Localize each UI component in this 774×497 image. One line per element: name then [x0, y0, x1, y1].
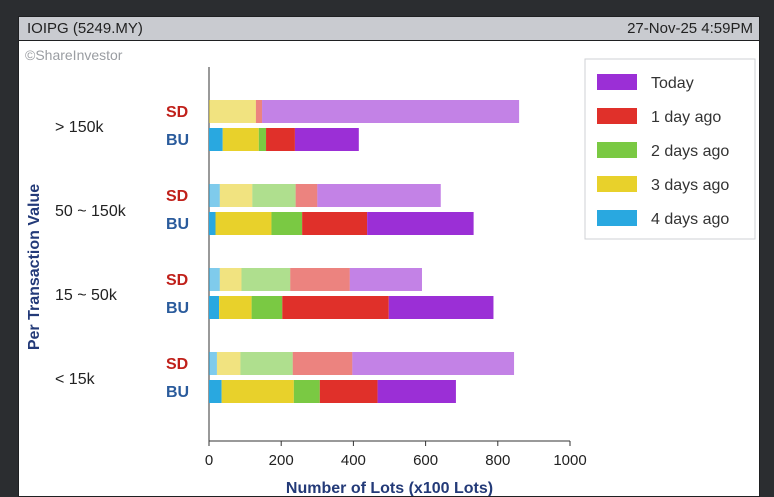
bar-sd-3-days-ago-15-50k — [219, 268, 242, 291]
bar-bu-today-150k — [294, 128, 359, 151]
bar-bu-1-day-ago-15k — [319, 380, 378, 403]
x-tick-label: 0 — [205, 452, 213, 469]
bar-bu-4-days-ago-15-50k — [209, 296, 220, 319]
bu-label: BU — [166, 216, 189, 233]
bar-sd-today-15k — [352, 352, 515, 375]
x-axis-title: Number of Lots (x100 Lots) — [286, 480, 493, 496]
x-tick-label: 400 — [341, 452, 366, 469]
bar-bu-2-days-ago-150k — [258, 128, 267, 151]
bar-sd-today-15-50k — [349, 268, 422, 291]
bar-sd-2-days-ago-15-50k — [241, 268, 291, 291]
x-tick-label: 200 — [269, 452, 294, 469]
x-tick-label: 800 — [485, 452, 510, 469]
bar-sd-today-150k — [262, 100, 520, 123]
bar-sd-1-day-ago-150k — [255, 100, 263, 123]
bar-bu-1-day-ago-15-50k — [282, 296, 389, 319]
legend-swatch-2-days-ago — [597, 142, 637, 158]
bar-bu-today-15k — [377, 380, 456, 403]
bar-bu-1-day-ago-50-150k — [302, 212, 368, 235]
bar-bu-today-15-50k — [388, 296, 494, 319]
bar-sd-4-days-ago-15-50k — [209, 268, 220, 291]
legend-swatch-1-day-ago — [597, 108, 637, 124]
x-tick-label: 1000 — [553, 452, 586, 469]
sd-label: SD — [166, 188, 188, 205]
legend-label-4-days-ago: 4 days ago — [651, 211, 729, 228]
sd-label: SD — [166, 356, 188, 373]
bu-label: BU — [166, 384, 189, 401]
y-axis-title: Per Transaction Value — [26, 184, 43, 350]
legend-label-today: Today — [651, 75, 694, 92]
bar-sd-3-days-ago-15k — [216, 352, 241, 375]
legend-label-2-days-ago: 2 days ago — [651, 143, 729, 160]
bar-sd-1-day-ago-50-150k — [295, 184, 318, 207]
title-bar: IOIPG (5249.MY) 27-Nov-25 4:59PM — [19, 17, 759, 41]
legend-label-3-days-ago: 3 days ago — [651, 177, 729, 194]
bar-sd-1-day-ago-15-50k — [290, 268, 350, 291]
bar-sd-1-day-ago-15k — [292, 352, 353, 375]
category-label-150k: > 150k — [55, 119, 104, 136]
bar-bu-4-days-ago-150k — [209, 128, 223, 151]
watermark: ©ShareInvestor — [25, 47, 123, 63]
bu-label: BU — [166, 132, 189, 149]
bar-bu-3-days-ago-50-150k — [215, 212, 272, 235]
bar-sd-4-days-ago-50-150k — [209, 184, 220, 207]
bar-bu-4-days-ago-15k — [209, 380, 222, 403]
legend-swatch-today — [597, 74, 637, 90]
legend-swatch-4-days-ago — [597, 210, 637, 226]
bar-bu-2-days-ago-50-150k — [271, 212, 303, 235]
x-tick-label: 600 — [413, 452, 438, 469]
bar-sd-2-days-ago-50-150k — [252, 184, 296, 207]
sd-label: SD — [166, 272, 188, 289]
bar-sd-3-days-ago-150k — [209, 100, 256, 123]
category-label-15-50k: 15 ~ 50k — [55, 287, 118, 304]
bar-bu-2-days-ago-15k — [293, 380, 320, 403]
bar-sd-2-days-ago-15k — [240, 352, 293, 375]
bar-bu-1-day-ago-150k — [266, 128, 295, 151]
category-label-50-150k: 50 ~ 150k — [55, 203, 127, 220]
legend-label-1-day-ago: 1 day ago — [651, 109, 721, 126]
timestamp-label: 27-Nov-25 4:59PM — [627, 20, 753, 37]
bar-bu-2-days-ago-15-50k — [251, 296, 283, 319]
bar-bu-3-days-ago-15-50k — [219, 296, 252, 319]
bar-chart: 0 200 400 600 800 1000 Number of Lots (x100 Lo… — [26, 58, 756, 496]
bar-bu-4-days-ago-50-150k — [209, 212, 216, 235]
bar-bu-today-50-150k — [367, 212, 474, 235]
chart-frame: IOIPG (5249.MY) 27-Nov-25 4:59PM ©ShareI… — [18, 16, 760, 497]
bu-label: BU — [166, 300, 189, 317]
bar-bu-3-days-ago-150k — [222, 128, 259, 151]
bar-sd-4-days-ago-15k — [209, 352, 217, 375]
bar-sd-3-days-ago-50-150k — [219, 184, 253, 207]
sd-label: SD — [166, 104, 188, 121]
category-label-15k: < 15k — [55, 371, 96, 388]
bar-sd-today-50-150k — [317, 184, 441, 207]
ticker-label: IOIPG (5249.MY) — [27, 20, 143, 37]
legend-swatch-3-days-ago — [597, 176, 637, 192]
bar-bu-3-days-ago-15k — [221, 380, 294, 403]
